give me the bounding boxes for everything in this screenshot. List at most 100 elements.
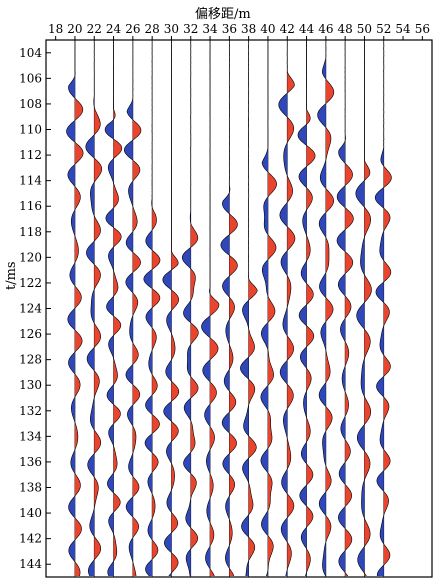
trace-positive-lobe <box>190 40 199 576</box>
y-tick-label: 124 <box>19 302 42 316</box>
trace-wiggle <box>240 39 258 577</box>
x-tick-label: 38 <box>241 22 256 36</box>
trace-wiggle <box>66 39 84 577</box>
x-tick-label: 18 <box>48 22 63 36</box>
x-tick-label: 42 <box>280 22 295 36</box>
trace <box>260 39 277 577</box>
y-tick-label: 140 <box>19 506 42 520</box>
trace-positive-lobe <box>364 40 372 576</box>
y-tick-label: 126 <box>19 327 42 341</box>
trace-wiggle <box>336 39 354 577</box>
trace-wiggle <box>143 39 161 577</box>
trace-negative-lobe <box>162 40 172 576</box>
x-tick-label: 52 <box>376 22 391 36</box>
trace-positive-lobe <box>113 40 122 576</box>
x-tick-label: 34 <box>202 22 218 36</box>
y-tick-label: 114 <box>19 174 42 188</box>
trace-positive-lobe <box>248 40 258 576</box>
plot-frame <box>45 39 433 578</box>
x-tick-label: 44 <box>299 22 315 36</box>
trace-wiggle <box>104 39 123 577</box>
y-tick-label: 116 <box>19 199 42 213</box>
trace-wiggle <box>260 39 277 577</box>
trace <box>278 39 296 577</box>
trace-negative-lobe <box>337 40 346 576</box>
trace-wiggle <box>124 39 142 577</box>
x-tick-label: 26 <box>125 22 140 36</box>
x-tick-label: 36 <box>222 22 237 36</box>
trace-positive-lobe <box>74 40 84 576</box>
y-tick-label: 138 <box>19 481 42 495</box>
trace-negative-lobe <box>85 40 95 576</box>
trace <box>336 39 354 577</box>
y-tick-label: 134 <box>19 429 42 443</box>
trace <box>104 39 123 577</box>
trace-wiggle <box>162 39 180 577</box>
trace-positive-lobe <box>383 40 392 576</box>
trace-positive-lobe <box>171 40 179 576</box>
trace <box>297 39 316 577</box>
y-tick-label: 144 <box>19 557 42 571</box>
trace-positive-lobe <box>132 40 141 576</box>
trace-positive-lobe <box>152 40 161 576</box>
trace-wiggle <box>201 39 220 577</box>
plot-border <box>45 39 433 578</box>
trace-negative-lobe <box>260 40 268 576</box>
trace <box>124 39 142 577</box>
trace-negative-lobe <box>278 40 288 576</box>
trace <box>66 39 84 577</box>
trace <box>374 40 392 576</box>
x-tick-label: 46 <box>318 22 333 36</box>
trace <box>220 39 238 577</box>
y-tick-label: 132 <box>19 404 42 418</box>
x-tick-label: 24 <box>106 22 122 36</box>
trace <box>162 39 180 577</box>
trace-wiggle <box>181 39 199 577</box>
trace-wiggle <box>220 39 238 577</box>
trace-negative-lobe <box>220 40 230 576</box>
trace <box>317 40 335 577</box>
y-tick-label: 130 <box>19 378 42 392</box>
trace-negative-lobe <box>105 40 114 576</box>
y-tick-label: 110 <box>19 123 42 137</box>
trace-wiggle <box>278 39 296 577</box>
x-tick-label: 32 <box>183 22 198 36</box>
trace-negative-lobe <box>66 40 75 576</box>
x-tick-label: 48 <box>338 22 353 36</box>
trace-wiggle <box>85 39 103 577</box>
trace-negative-lobe <box>201 40 211 576</box>
trace-positive-lobe <box>345 40 354 576</box>
y-tick-label: 142 <box>19 532 42 546</box>
trace-negative-lobe <box>375 40 384 576</box>
trace-wiggle <box>355 39 372 577</box>
x-tick-label: 20 <box>67 22 82 36</box>
y-tick-label: 136 <box>19 455 42 469</box>
trace-positive-lobe <box>229 40 238 576</box>
y-tick-label: 112 <box>19 148 42 162</box>
trace-positive-lobe <box>325 40 334 576</box>
y-axis-ticks: 104 106 108 110 112 114 116 118 120 122 124 126 128 1… <box>19 46 51 571</box>
trace-wiggle <box>297 39 316 577</box>
trace <box>143 39 161 577</box>
y-tick-label: 108 <box>19 97 42 111</box>
trace-positive-lobe <box>306 40 316 576</box>
trace-positive-lobe <box>210 40 219 576</box>
x-tick-label: 30 <box>164 22 179 36</box>
trace-wiggle <box>374 40 392 576</box>
trace-negative-lobe <box>143 40 153 576</box>
y-tick-label: 120 <box>19 250 42 264</box>
trace-negative-lobe <box>317 40 326 576</box>
trace-wiggle <box>317 40 335 577</box>
trace-negative-lobe <box>355 40 365 576</box>
x-tick-label: 28 <box>145 22 160 36</box>
wiggle-traces <box>66 39 392 577</box>
trace-positive-lobe <box>267 40 277 576</box>
y-tick-label: 104 <box>19 46 42 60</box>
x-axis-title: 偏移距/m <box>195 7 251 22</box>
x-tick-label: 56 <box>415 22 430 36</box>
trace <box>85 39 103 577</box>
x-tick-label: 22 <box>87 22 102 36</box>
trace-negative-lobe <box>297 40 307 576</box>
trace <box>240 39 258 577</box>
